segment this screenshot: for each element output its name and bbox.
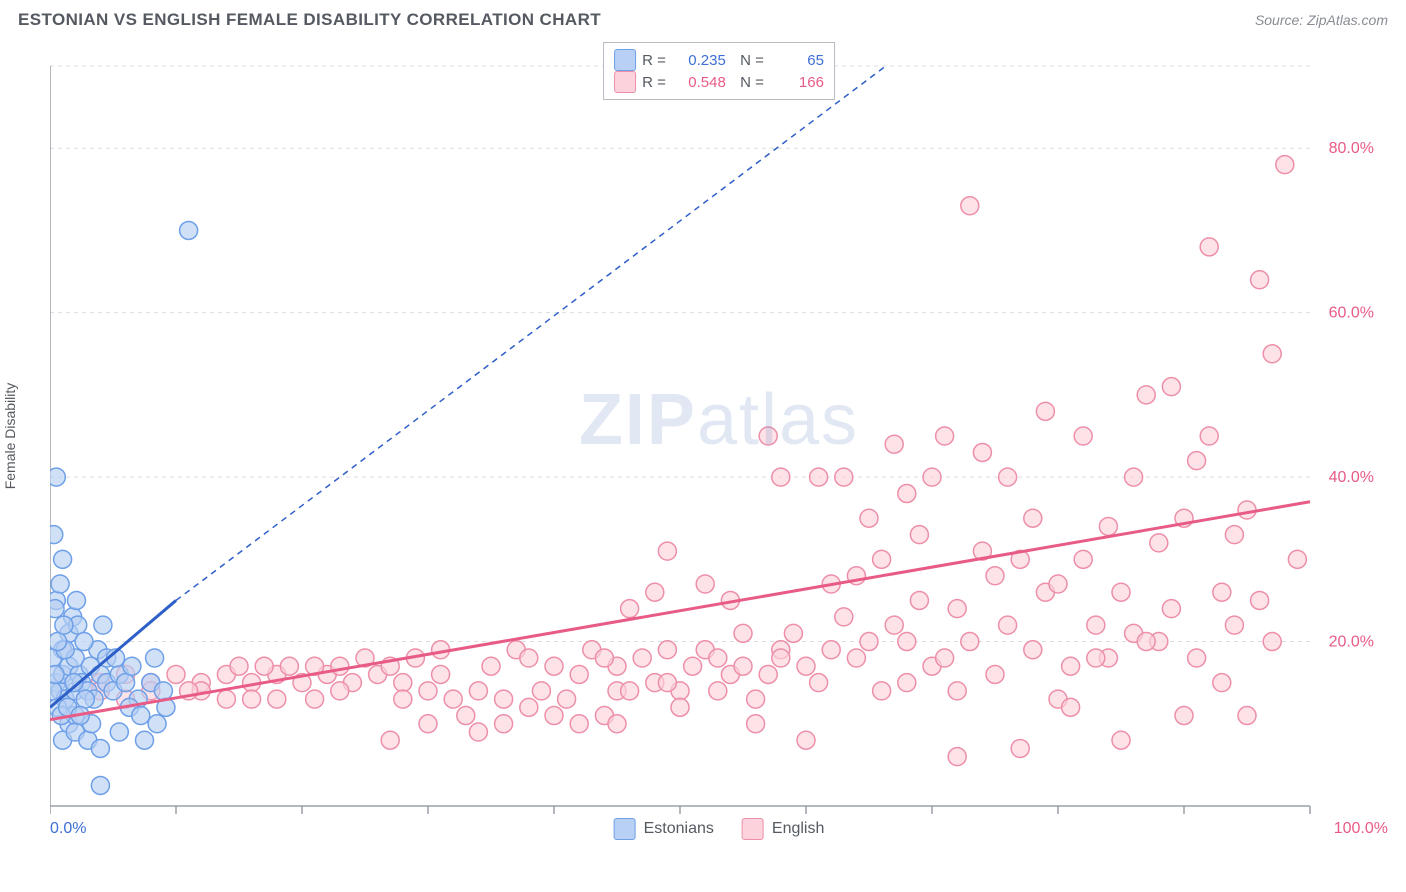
swatch-english-icon <box>742 818 764 840</box>
chart-title: ESTONIAN VS ENGLISH FEMALE DISABILITY CO… <box>18 10 601 30</box>
x-axis-start-label: 0.0% <box>50 820 86 838</box>
svg-text:20.0%: 20.0% <box>1329 634 1374 651</box>
svg-text:80.0%: 80.0% <box>1329 140 1374 157</box>
r-label: R = <box>642 50 666 71</box>
legend-label-estonians: Estonians <box>644 820 714 838</box>
x-axis-end-label: 100.0% <box>1334 820 1388 838</box>
svg-text:40.0%: 40.0% <box>1329 469 1374 486</box>
swatch-estonians-icon <box>614 818 636 840</box>
legend-row-estonians: R = 0.235 N = 65 <box>614 49 824 71</box>
chart-container: Female Disability ZIPatlas 20.0%40.0%60.… <box>50 36 1388 836</box>
n-label: N = <box>732 72 764 93</box>
swatch-estonians <box>614 49 636 71</box>
r-value-english: 0.548 <box>672 72 726 93</box>
legend-item-estonians: Estonians <box>614 818 714 840</box>
legend-item-english: English <box>742 818 824 840</box>
series-legend: Estonians English <box>614 818 825 840</box>
n-value-estonians: 65 <box>770 50 824 71</box>
r-label: R = <box>642 72 666 93</box>
legend-label-english: English <box>772 820 824 838</box>
source-attribution: Source: ZipAtlas.com <box>1255 12 1388 28</box>
y-axis-label: Female Disability <box>2 383 18 490</box>
n-value-english: 166 <box>770 72 824 93</box>
scatter-chart: 20.0% 40.0% 60.0% 80.0% <box>50 36 1388 836</box>
n-label: N = <box>732 50 764 71</box>
legend-row-english: R = 0.548 N = 166 <box>614 71 824 93</box>
svg-text:60.0%: 60.0% <box>1329 305 1374 322</box>
r-value-estonians: 0.235 <box>672 50 726 71</box>
swatch-english <box>614 71 636 93</box>
correlation-legend: R = 0.235 N = 65 R = 0.548 N = 166 <box>603 42 835 100</box>
